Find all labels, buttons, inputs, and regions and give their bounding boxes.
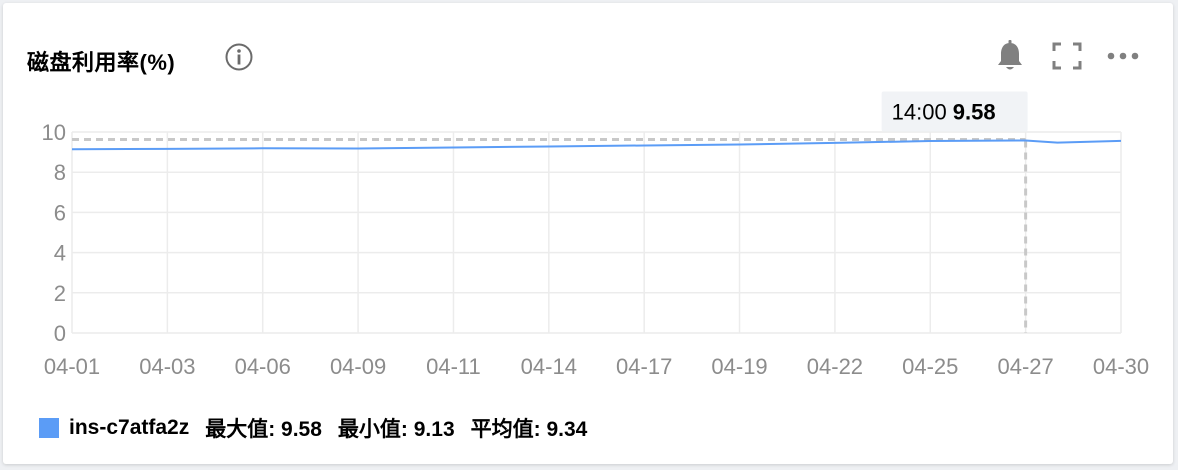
disk-usage-panel: 磁盘利用率(%) 0 2 4 6 8 10 04-01 04-03 04-06 04-09 04-1…	[3, 3, 1173, 464]
x-tick-label: 04-17	[616, 354, 672, 379]
y-tick-label: 2	[54, 281, 66, 306]
x-tick-label: 04-01	[44, 354, 100, 379]
legend-max-value: 最大值: 9.58	[205, 418, 322, 441]
y-tick-label: 4	[54, 241, 66, 266]
info-icon[interactable]	[223, 41, 255, 73]
legend-min-value: 最小值: 9.13	[337, 418, 455, 441]
x-tick-label: 04-22	[807, 354, 863, 379]
x-tick-label: 04-25	[902, 354, 958, 379]
x-tick-label: 04-30	[1093, 354, 1149, 379]
panel-title: 磁盘利用率(%)	[27, 50, 176, 75]
tooltip-time: 14:00	[892, 99, 953, 124]
y-tick-label: 0	[54, 321, 66, 346]
tooltip-value: 9.58	[953, 99, 996, 124]
x-tick-label: 04-03	[139, 354, 195, 379]
tooltip-text: 14:00 9.58	[892, 99, 996, 124]
series-line	[71, 139, 1122, 151]
legend-color-swatch[interactable]	[39, 418, 59, 438]
x-tick-label: 04-11	[426, 354, 481, 379]
legend-series-name[interactable]: ins-c7atfa2z	[69, 416, 190, 439]
y-tick-label: 8	[54, 160, 66, 185]
chart-legend: ins-c7atfa2z 最大值: 9.58 最小值: 9.13 平均值: 9.…	[39, 413, 587, 443]
alarm-bell-icon[interactable]	[992, 39, 1028, 73]
x-tick-label: 04-19	[711, 354, 767, 379]
x-tick-label: 04-06	[235, 354, 291, 379]
x-tick-label: 04-14	[521, 354, 577, 379]
more-options-icon[interactable]	[1105, 39, 1141, 73]
y-tick-label: 6	[54, 200, 66, 225]
legend-avg-value: 平均值: 9.34	[470, 418, 588, 441]
x-tick-label: 04-09	[330, 354, 386, 379]
x-tick-label: 04-27	[997, 354, 1053, 379]
line-chart: 0 2 4 6 8 10 04-01 04-03 04-06 04-09 04-11 04-14 04-…	[42, 91, 1149, 379]
y-tick-label: 10	[42, 120, 66, 145]
tooltip-box	[881, 91, 1028, 132]
fullscreen-icon[interactable]	[1049, 39, 1085, 73]
